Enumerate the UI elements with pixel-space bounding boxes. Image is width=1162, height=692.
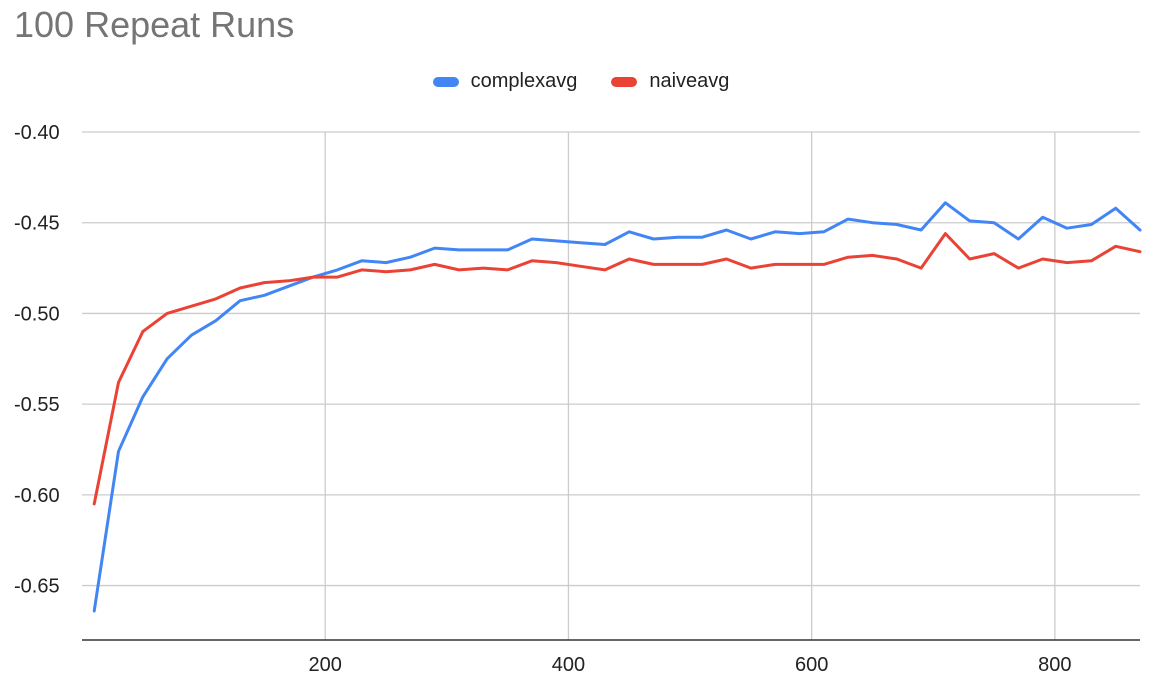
y-tick-label: -0.60: [14, 485, 60, 507]
y-tick-label: -0.45: [14, 213, 60, 235]
gridlines: [82, 131, 1140, 641]
legend-swatch-complexavg: [432, 76, 459, 87]
legend-label-complexavg: complexavg: [470, 70, 578, 92]
legend-label-naiveavg: naiveavg: [649, 70, 730, 92]
x-tick-label: 400: [552, 654, 585, 676]
legend: complexavg naiveavg: [0, 70, 1162, 93]
series-line-naiveavg[interactable]: [92, 232, 1142, 506]
series-line-complexavg[interactable]: [92, 201, 1142, 613]
legend-swatch-naiveavg: [611, 76, 638, 87]
series-lines: [92, 201, 1142, 613]
x-axis-ticks: 200 400 600 800: [309, 654, 1072, 676]
x-tick-label: 800: [1038, 654, 1071, 676]
y-axis-ticks: -0.40 -0.45 -0.50 -0.55 -0.60 -0.65: [14, 122, 60, 598]
y-tick-label: -0.50: [14, 303, 60, 325]
chart-title: 100 Repeat Runs: [14, 4, 295, 45]
y-tick-label: -0.40: [14, 122, 60, 144]
y-tick-label: -0.55: [14, 394, 60, 416]
legend-item-naiveavg[interactable]: naiveavg: [611, 70, 729, 93]
legend-item-complexavg[interactable]: complexavg: [432, 70, 578, 93]
x-tick-label: 600: [795, 654, 828, 676]
x-tick-label: 200: [309, 654, 342, 676]
y-tick-label: -0.65: [14, 576, 60, 598]
